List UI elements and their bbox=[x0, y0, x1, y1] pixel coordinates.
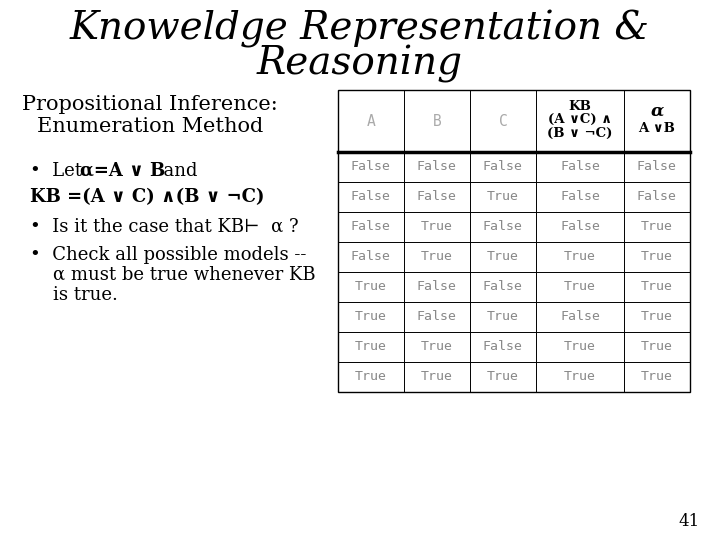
Text: False: False bbox=[483, 280, 523, 294]
Text: Propositional Inference:: Propositional Inference: bbox=[22, 95, 278, 114]
Text: True: True bbox=[641, 280, 673, 294]
Text: True: True bbox=[355, 280, 387, 294]
Text: A ∨B: A ∨B bbox=[639, 123, 675, 136]
Text: α must be true whenever KB: α must be true whenever KB bbox=[30, 266, 315, 284]
Text: False: False bbox=[417, 191, 457, 204]
Text: False: False bbox=[417, 310, 457, 323]
Text: False: False bbox=[483, 220, 523, 233]
Text: True: True bbox=[487, 251, 519, 264]
Text: α: α bbox=[650, 103, 664, 119]
Text: True: True bbox=[564, 341, 596, 354]
Text: •  Let: • Let bbox=[30, 162, 88, 180]
Text: •  Is it the case that KB⊢  α ?: • Is it the case that KB⊢ α ? bbox=[30, 218, 299, 236]
Text: False: False bbox=[560, 220, 600, 233]
Text: 41: 41 bbox=[679, 513, 700, 530]
Text: False: False bbox=[483, 341, 523, 354]
Text: is true.: is true. bbox=[30, 286, 118, 304]
Text: (A ∨C) ∧: (A ∨C) ∧ bbox=[548, 112, 612, 125]
Text: True: True bbox=[487, 191, 519, 204]
Text: B: B bbox=[433, 113, 441, 129]
Text: False: False bbox=[560, 160, 600, 173]
Text: True: True bbox=[487, 310, 519, 323]
Text: False: False bbox=[351, 251, 391, 264]
Text: True: True bbox=[421, 251, 453, 264]
Text: True: True bbox=[641, 220, 673, 233]
Text: False: False bbox=[637, 191, 677, 204]
Text: True: True bbox=[421, 370, 453, 383]
Text: Knoweldge Representation &: Knoweldge Representation & bbox=[70, 10, 650, 48]
Text: True: True bbox=[487, 370, 519, 383]
Text: KB =(A ∨ C) ∧(B ∨ ¬C): KB =(A ∨ C) ∧(B ∨ ¬C) bbox=[30, 188, 264, 206]
Text: False: False bbox=[417, 280, 457, 294]
Text: (B ∨ ¬C): (B ∨ ¬C) bbox=[547, 126, 613, 139]
Text: A: A bbox=[366, 113, 375, 129]
Text: False: False bbox=[351, 160, 391, 173]
Text: C: C bbox=[499, 113, 508, 129]
Text: False: False bbox=[637, 160, 677, 173]
Text: True: True bbox=[641, 370, 673, 383]
Text: True: True bbox=[355, 341, 387, 354]
Text: False: False bbox=[560, 191, 600, 204]
Text: False: False bbox=[483, 160, 523, 173]
Text: True: True bbox=[421, 220, 453, 233]
Text: KB: KB bbox=[569, 100, 591, 113]
Text: True: True bbox=[564, 280, 596, 294]
Text: True: True bbox=[641, 251, 673, 264]
Text: Reasoning: Reasoning bbox=[257, 45, 463, 83]
Text: True: True bbox=[641, 310, 673, 323]
Text: Enumeration Method: Enumeration Method bbox=[37, 117, 263, 136]
Text: False: False bbox=[417, 160, 457, 173]
Text: True: True bbox=[355, 310, 387, 323]
Text: True: True bbox=[564, 370, 596, 383]
Text: False: False bbox=[351, 191, 391, 204]
Text: False: False bbox=[560, 310, 600, 323]
Text: and: and bbox=[152, 162, 197, 180]
Text: True: True bbox=[641, 341, 673, 354]
Bar bbox=[338, 90, 690, 392]
Text: True: True bbox=[355, 370, 387, 383]
Text: True: True bbox=[564, 251, 596, 264]
Text: False: False bbox=[351, 220, 391, 233]
Text: True: True bbox=[421, 341, 453, 354]
Text: α=A ∨ B: α=A ∨ B bbox=[80, 162, 166, 180]
Text: •  Check all possible models --: • Check all possible models -- bbox=[30, 246, 307, 264]
